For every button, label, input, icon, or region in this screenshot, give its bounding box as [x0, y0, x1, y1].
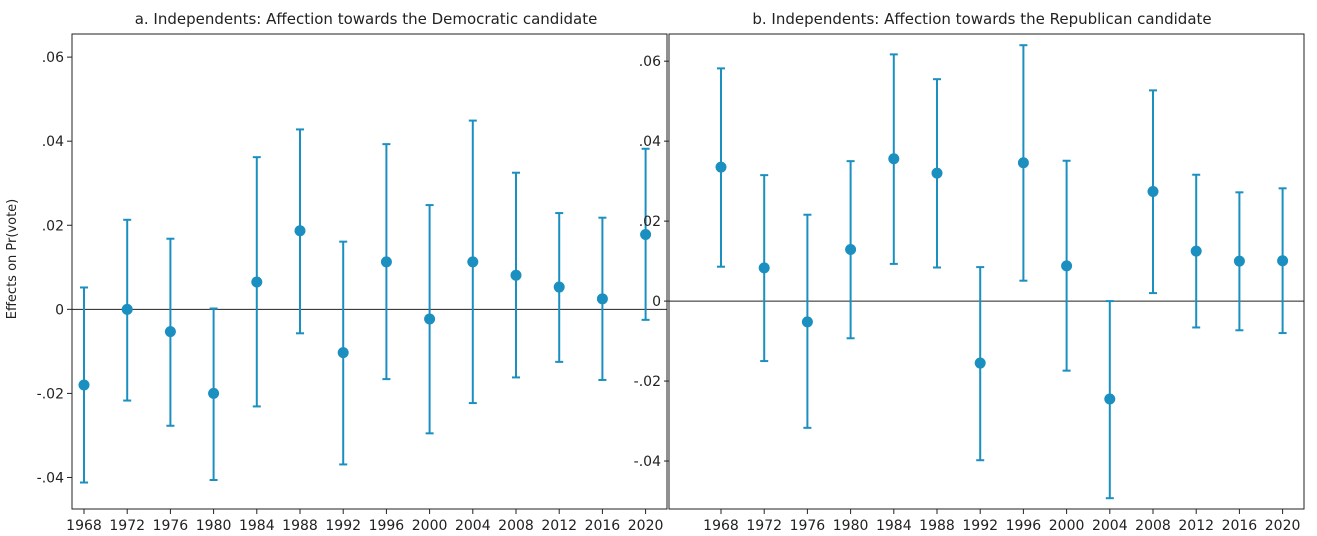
panel-b-point-estimate — [888, 153, 900, 165]
panel-a-point-estimate — [121, 303, 133, 315]
panel-b-x-tick-label: 1976 — [790, 518, 826, 534]
panel-a-point-estimate — [640, 229, 652, 241]
panel-a-y-tick-label: .04 — [42, 134, 64, 150]
panel-a-y-tick-label: 0 — [55, 302, 64, 318]
panel-b-y-tick-label: 0 — [652, 294, 661, 310]
panel-b-x-tick-label: 1988 — [919, 518, 955, 534]
panel-a-plot-frame — [71, 33, 668, 510]
panel-b-point-estimate — [845, 244, 857, 256]
panel-b-y-tick-label: -.02 — [634, 374, 661, 390]
panel-b-point-estimate — [974, 357, 986, 369]
panel-a-point-estimate — [294, 225, 306, 237]
panel-b-x-tick-label: 2016 — [1222, 518, 1258, 534]
panel-a-point-estimate — [251, 276, 263, 288]
panel-a-y-tick-label: .02 — [42, 218, 64, 234]
panel-b-point-estimate — [1190, 245, 1202, 257]
panel-b-x-tick-label: 1968 — [703, 518, 739, 534]
panel-a-point-estimate — [380, 256, 392, 268]
panel-a-x-tick-label: 1996 — [369, 518, 405, 534]
panel-a-x-tick-label: 2008 — [498, 518, 534, 534]
panel-a-point-estimate — [467, 256, 479, 268]
panel-a-point-estimate — [164, 326, 176, 338]
panel-b-y-tick-label: .06 — [639, 54, 661, 70]
panel-a-x-tick-label: 1968 — [66, 518, 102, 534]
panel-b-x-tick-label: 1972 — [746, 518, 782, 534]
panel-a-x-tick-label: 1984 — [239, 518, 275, 534]
panel-b-y-tick-label: .02 — [639, 214, 661, 230]
panel-b-title: b. Independents: Affection towards the R… — [752, 10, 1211, 28]
panel-b-point-estimate — [1104, 393, 1116, 405]
panel-b-x-tick-label: 1992 — [962, 518, 998, 534]
panel-a-point-estimate — [424, 313, 436, 325]
panel-a-point-estimate — [596, 293, 608, 305]
panel-a-x-tick-label: 1988 — [282, 518, 318, 534]
panel-b-x-tick-label: 1984 — [876, 518, 912, 534]
panel-a-y-tick-label: .06 — [42, 50, 64, 66]
panel-a-point-estimate — [553, 281, 565, 293]
panel-b-point-estimate — [1233, 255, 1245, 267]
panel-a-x-tick-label: 2012 — [541, 518, 577, 534]
panel-a-x-tick-label: 1976 — [153, 518, 189, 534]
panel-b-point-estimate — [715, 161, 727, 173]
panel-a-point-estimate — [208, 387, 220, 399]
panel-b-x-tick-label: 1996 — [1006, 518, 1042, 534]
panel-a-x-tick-label: 1972 — [109, 518, 145, 534]
panel-b-x-tick-label: 2012 — [1178, 518, 1214, 534]
panel-a-x-tick-label: 2004 — [455, 518, 491, 534]
panel-a-x-tick-label: 2020 — [628, 518, 664, 534]
panel-a-point-estimate — [78, 379, 90, 391]
panel-b-y-tick-label: .04 — [639, 134, 661, 150]
panel-b-x-tick-label: 2000 — [1049, 518, 1085, 534]
panel-b-x-tick-label: 1980 — [833, 518, 869, 534]
panel-b-point-estimate — [1061, 260, 1073, 272]
panel-a-y-tick-label: -.04 — [37, 470, 64, 486]
y-axis-label: Effects on Pr(vote) — [5, 199, 20, 320]
panel-b-point-estimate — [1017, 157, 1029, 169]
panel-b-point-estimate — [758, 262, 770, 274]
panel-b-x-tick-label: 2008 — [1135, 518, 1171, 534]
panel-a-y-tick-label: -.02 — [37, 386, 64, 402]
panel-a-x-tick-label: 2016 — [585, 518, 621, 534]
panel-a-point-estimate — [510, 269, 522, 281]
panel-b-y-tick-label: -.04 — [634, 454, 661, 470]
panel-b-point-estimate — [801, 316, 813, 328]
panel-a-title: a. Independents: Affection towards the D… — [135, 10, 598, 28]
panel-b-x-tick-label: 2004 — [1092, 518, 1128, 534]
panel-b-point-estimate — [1277, 255, 1289, 267]
panel-b-point-estimate — [931, 167, 943, 179]
panel-b-point-estimate — [1147, 186, 1159, 198]
panel-a-x-tick-label: 1992 — [325, 518, 361, 534]
panel-a-x-tick-label: 1980 — [196, 518, 232, 534]
panel-a-x-tick-label: 2000 — [412, 518, 448, 534]
panel-b-x-tick-label: 2020 — [1265, 518, 1301, 534]
panel-a-point-estimate — [337, 347, 349, 359]
panel-b-plot-frame — [668, 33, 1305, 510]
